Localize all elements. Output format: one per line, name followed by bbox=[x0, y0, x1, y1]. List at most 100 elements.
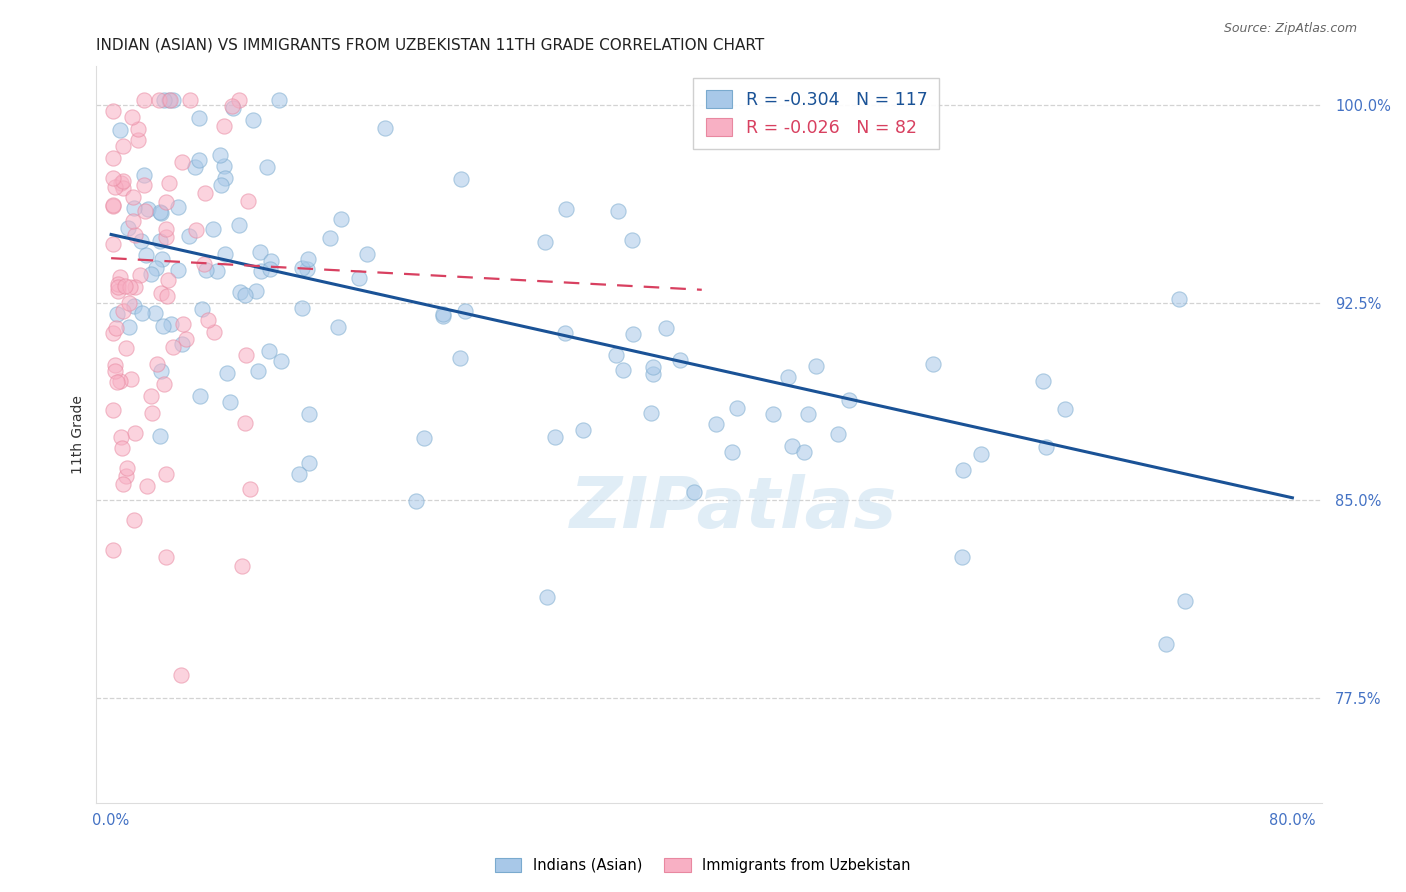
Point bbox=[242, 113, 264, 128]
Point bbox=[190, 301, 212, 316]
Point bbox=[950, 549, 973, 564]
Point bbox=[131, 306, 153, 320]
Point bbox=[124, 425, 146, 440]
Point bbox=[536, 591, 558, 605]
Point bbox=[453, 304, 475, 318]
Point bbox=[257, 343, 280, 358]
Point bbox=[118, 320, 141, 334]
Point bbox=[117, 296, 139, 310]
Point bbox=[235, 348, 257, 362]
Point bbox=[197, 313, 219, 327]
Point bbox=[682, 484, 704, 499]
Point bbox=[139, 389, 162, 403]
Point bbox=[228, 93, 250, 107]
Point bbox=[231, 559, 253, 574]
Point bbox=[152, 319, 174, 334]
Point bbox=[450, 171, 472, 186]
Point bbox=[641, 360, 664, 375]
Point bbox=[172, 318, 194, 332]
Point bbox=[239, 482, 262, 496]
Point bbox=[209, 178, 232, 192]
Point bbox=[136, 479, 159, 493]
Point bbox=[229, 285, 252, 299]
Point bbox=[215, 366, 238, 380]
Point bbox=[149, 429, 172, 443]
Point bbox=[153, 377, 176, 392]
Point bbox=[1154, 637, 1177, 651]
Point bbox=[104, 180, 127, 194]
Point bbox=[432, 307, 454, 321]
Point bbox=[195, 262, 218, 277]
Point bbox=[104, 364, 127, 378]
Point bbox=[120, 372, 142, 386]
Point bbox=[249, 244, 271, 259]
Point bbox=[291, 260, 314, 275]
Point bbox=[110, 430, 132, 444]
Point bbox=[534, 235, 557, 250]
Point bbox=[155, 467, 177, 482]
Point bbox=[827, 426, 849, 441]
Point bbox=[221, 99, 243, 113]
Point bbox=[267, 93, 290, 107]
Point bbox=[110, 374, 132, 388]
Point bbox=[127, 121, 149, 136]
Point bbox=[212, 160, 235, 174]
Point bbox=[108, 122, 131, 136]
Point bbox=[260, 254, 283, 268]
Point bbox=[129, 234, 152, 248]
Point bbox=[139, 268, 162, 282]
Point bbox=[214, 246, 236, 260]
Point bbox=[188, 153, 211, 167]
Point bbox=[157, 93, 180, 107]
Point bbox=[162, 93, 184, 107]
Point bbox=[107, 277, 129, 292]
Point bbox=[184, 160, 207, 174]
Point bbox=[449, 351, 471, 366]
Point bbox=[319, 231, 342, 245]
Point bbox=[780, 438, 803, 452]
Point bbox=[170, 155, 193, 169]
Point bbox=[148, 93, 170, 107]
Point bbox=[114, 341, 136, 355]
Point bbox=[184, 223, 207, 237]
Point bbox=[104, 359, 127, 373]
Point bbox=[121, 110, 143, 124]
Point bbox=[105, 375, 128, 389]
Point bbox=[155, 222, 177, 236]
Point bbox=[374, 121, 396, 136]
Point bbox=[297, 252, 319, 266]
Point bbox=[612, 362, 634, 376]
Point bbox=[228, 218, 250, 232]
Point bbox=[249, 263, 271, 277]
Point bbox=[157, 176, 180, 190]
Point bbox=[167, 200, 190, 214]
Point bbox=[432, 310, 454, 324]
Point bbox=[132, 93, 155, 107]
Point bbox=[793, 445, 815, 459]
Point bbox=[202, 222, 225, 236]
Point bbox=[412, 431, 434, 445]
Point bbox=[607, 204, 630, 219]
Point bbox=[156, 272, 179, 286]
Point bbox=[236, 194, 259, 208]
Point bbox=[138, 202, 160, 217]
Point bbox=[134, 203, 156, 218]
Point bbox=[107, 280, 129, 294]
Point bbox=[115, 461, 138, 475]
Point bbox=[214, 119, 236, 133]
Point bbox=[149, 204, 172, 219]
Point bbox=[153, 93, 176, 107]
Point bbox=[643, 367, 665, 381]
Point bbox=[209, 147, 232, 161]
Point bbox=[101, 198, 124, 212]
Point bbox=[150, 364, 173, 378]
Point bbox=[1168, 292, 1191, 306]
Point bbox=[150, 252, 173, 267]
Point bbox=[621, 233, 644, 247]
Point bbox=[572, 424, 595, 438]
Point bbox=[143, 306, 166, 320]
Point bbox=[295, 261, 318, 276]
Point bbox=[145, 261, 167, 276]
Point bbox=[177, 228, 200, 243]
Point bbox=[170, 668, 193, 682]
